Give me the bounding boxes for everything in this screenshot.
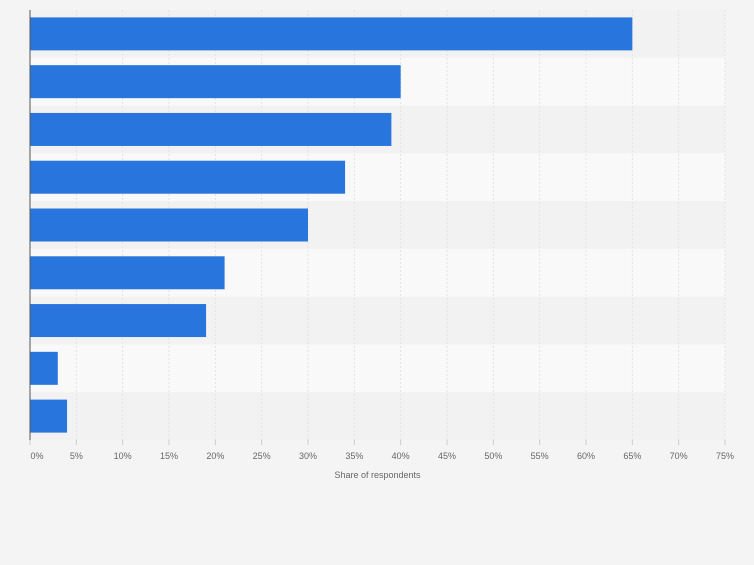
plot-band xyxy=(30,344,725,393)
x-tick-label: 20% xyxy=(206,451,224,461)
bars xyxy=(30,17,633,433)
plot-band xyxy=(30,392,725,440)
x-tick-label: 0% xyxy=(30,451,43,461)
x-tick-label: 5% xyxy=(70,451,83,461)
x-tick-label: 40% xyxy=(392,451,410,461)
bar xyxy=(30,256,225,290)
x-tick-label: 35% xyxy=(345,451,363,461)
x-tick-label: 75% xyxy=(716,451,734,461)
x-tick-label: 10% xyxy=(114,451,132,461)
bar xyxy=(30,65,401,99)
x-tick-label: 30% xyxy=(299,451,317,461)
x-tick-label: 25% xyxy=(253,451,271,461)
x-tick-label: 45% xyxy=(438,451,456,461)
bar xyxy=(30,112,392,146)
x-tick-label: 15% xyxy=(160,451,178,461)
x-tick-label: 50% xyxy=(484,451,502,461)
x-axis-label: Share of respondents xyxy=(334,470,421,480)
bar xyxy=(30,351,58,385)
bar xyxy=(30,160,346,194)
bar xyxy=(30,399,68,433)
bar xyxy=(30,208,308,242)
bar xyxy=(30,304,207,338)
x-axis-ticks: 0% 5% 10% 15% 20% 25% 30% 35% 40% 45% 50% 55% 60% 65%… xyxy=(29,440,734,461)
bar xyxy=(30,17,633,51)
x-tick-label: 55% xyxy=(531,451,549,461)
x-tick-label: 60% xyxy=(577,451,595,461)
x-tick-label: 70% xyxy=(670,451,688,461)
x-tick-label: 65% xyxy=(623,451,641,461)
